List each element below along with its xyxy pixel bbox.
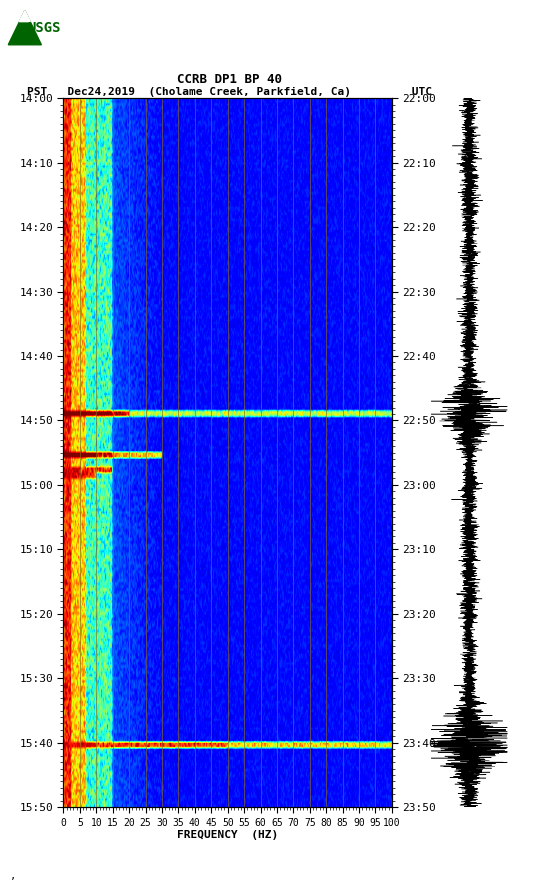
Text: PST   Dec24,2019  (Cholame Creek, Parkfield, Ca)         UTC: PST Dec24,2019 (Cholame Creek, Parkfield… bbox=[26, 87, 432, 97]
Text: USGS: USGS bbox=[28, 21, 61, 35]
Text: CCRB DP1 BP 40: CCRB DP1 BP 40 bbox=[177, 72, 282, 86]
Polygon shape bbox=[19, 11, 30, 21]
X-axis label: FREQUENCY  (HZ): FREQUENCY (HZ) bbox=[177, 830, 278, 840]
Polygon shape bbox=[8, 11, 41, 45]
Text: ’: ’ bbox=[10, 877, 16, 887]
